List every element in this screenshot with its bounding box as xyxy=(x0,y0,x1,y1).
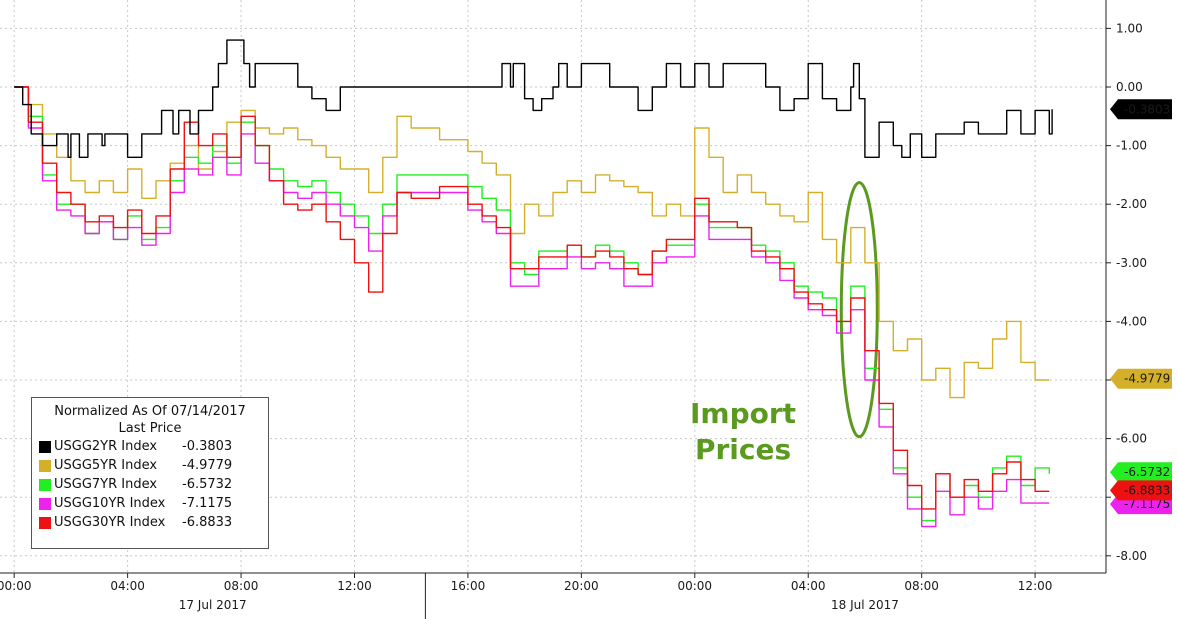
legend-series-name: USGG7YR Index xyxy=(54,477,158,492)
y-tick-label: -4.00 xyxy=(1116,314,1147,328)
last-price-tag: -4.9779 xyxy=(1110,368,1172,389)
series-line-usgg2yr xyxy=(14,39,1053,158)
x-tick-label: 08:00 xyxy=(904,579,939,593)
x-day-label: 18 Jul 2017 xyxy=(831,598,899,612)
legend-series-value: -4.9779 xyxy=(182,458,233,473)
x-tick-label: 16:00 xyxy=(451,579,486,593)
y-tick-label: -1.00 xyxy=(1116,139,1147,153)
last-price-tag-bg xyxy=(1110,99,1172,120)
x-tick-label: 12:00 xyxy=(1018,579,1053,593)
legend-item: USGG7YR Index -6.5732 xyxy=(32,475,268,494)
last-price-tag: -6.8833 xyxy=(1110,480,1172,501)
legend-swatch xyxy=(39,516,51,529)
legend-series-name: USGG30YR Index xyxy=(54,515,166,530)
last-price-tag-label: -4.9779 xyxy=(1124,372,1170,386)
x-tick-label: 12:00 xyxy=(337,579,372,593)
x-tick-label: 08:00 xyxy=(224,579,259,593)
y-tick-label: 0.00 xyxy=(1116,80,1143,94)
legend-subtitle: Last Price xyxy=(118,421,182,436)
legend-item: USGG2YR Index -0.3803 xyxy=(32,437,268,456)
last-price-tag: -0.3803 xyxy=(1110,99,1172,120)
last-price-tag: -6.5732 xyxy=(1110,462,1172,483)
x-day-label: 17 Jul 2017 xyxy=(179,598,247,612)
annotation-line1: Import xyxy=(690,397,797,430)
legend-swatch xyxy=(39,478,51,491)
y-tick-label: -3.00 xyxy=(1116,256,1147,270)
x-tick-label: 00:00 xyxy=(677,579,712,593)
axes xyxy=(0,0,1111,619)
annotation-ellipse-layer xyxy=(839,181,879,439)
legend-swatch xyxy=(39,440,51,453)
last-price-tag-bg xyxy=(1110,480,1172,501)
last-price-tag-bg xyxy=(1110,368,1172,389)
y-tick-labels: 1.00 0.00 -1.00 -2.00 -3.00 -4.00 -6.00 -8.00 xyxy=(1116,21,1147,562)
legend-series-value: -7.1175 xyxy=(182,496,233,511)
y-tick-label: -6.00 xyxy=(1116,432,1147,446)
annotation-line2: Prices xyxy=(694,433,792,466)
annotation-ellipse xyxy=(839,181,879,439)
last-price-tag-label: -6.8833 xyxy=(1124,483,1170,497)
last-price-tag-label: -7.1175 xyxy=(1124,497,1170,511)
series-line-usgg30yr xyxy=(14,86,1050,510)
legend-series-name: USGG10YR Index xyxy=(54,496,166,511)
series-layer xyxy=(14,39,1053,528)
x-tick-label: 00:00 xyxy=(0,579,31,593)
last-price-tags: -0.3803 -4.9779 -6.5732 -7.1175-6.8833 xyxy=(1110,99,1172,515)
legend-series-name: USGG5YR Index xyxy=(54,458,158,473)
legend-series-value: -0.3803 xyxy=(182,439,233,454)
y-tick-label: -2.00 xyxy=(1116,197,1147,211)
x-tick-label: 20:00 xyxy=(564,579,599,593)
y-tick-label: 1.00 xyxy=(1116,21,1143,35)
last-price-tag-label: -0.3803 xyxy=(1124,102,1170,116)
last-price-tag-bg xyxy=(1110,462,1172,483)
legend-swatch xyxy=(39,459,51,472)
legend-item: USGG10YR Index -7.1175 xyxy=(32,494,268,513)
legend-series-value: -6.5732 xyxy=(182,477,233,492)
y-tick-label: -8.00 xyxy=(1116,549,1147,563)
x-tick-label: 04:00 xyxy=(791,579,826,593)
legend-title: Normalized As Of 07/14/2017 xyxy=(54,404,246,419)
legend-series-value: -6.8833 xyxy=(182,515,233,530)
annotation-text: Import Prices xyxy=(690,396,796,468)
legend-series-name: USGG2YR Index xyxy=(54,439,158,454)
x-tick-label: 04:00 xyxy=(110,579,145,593)
legend-swatch xyxy=(39,497,51,510)
last-price-tag-label: -6.5732 xyxy=(1124,465,1170,479)
legend-item: USGG5YR Index -4.9779 xyxy=(32,456,268,475)
x-tick-labels: 00:00 04:00 08:00 12:00 16:00 20:00 00:00 04:00… xyxy=(0,579,1052,612)
series-line-usgg5yr xyxy=(14,86,1050,399)
legend: Normalized As Of 07/14/2017 Last Price U… xyxy=(31,397,269,549)
legend-item: USGG30YR Index -6.8833 xyxy=(32,513,268,532)
